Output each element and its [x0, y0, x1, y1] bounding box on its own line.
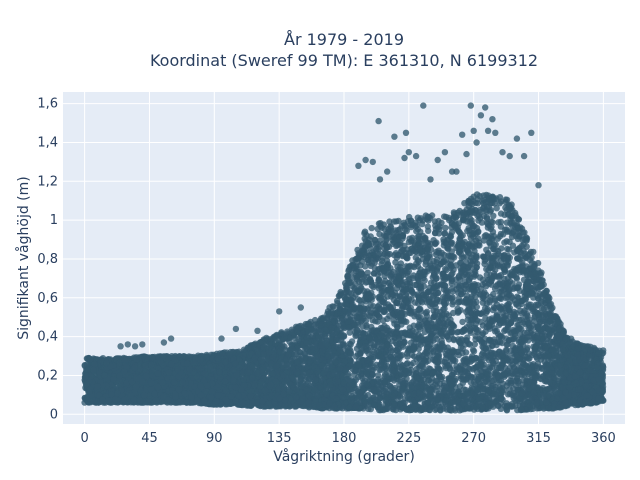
data-point [388, 384, 395, 392]
data-point [504, 245, 511, 253]
data-points [81, 102, 607, 414]
data-point [346, 329, 353, 336]
data-point [368, 224, 375, 232]
data-point [433, 248, 440, 256]
data-point [442, 224, 449, 232]
data-point [462, 349, 470, 356]
data-point [498, 245, 505, 252]
data-point [482, 315, 489, 322]
data-point [364, 391, 372, 399]
chart-title-line1: År 1979 - 2019 [284, 30, 404, 49]
data-point [523, 243, 530, 250]
data-point [513, 274, 520, 281]
data-point [390, 218, 398, 225]
data-point [459, 318, 466, 326]
data-point [470, 378, 478, 386]
data-point [480, 237, 488, 244]
data-point [374, 372, 382, 379]
chart-title-line2: Koordinat (Sweref 99 TM): E 361310, N 61… [150, 51, 538, 70]
